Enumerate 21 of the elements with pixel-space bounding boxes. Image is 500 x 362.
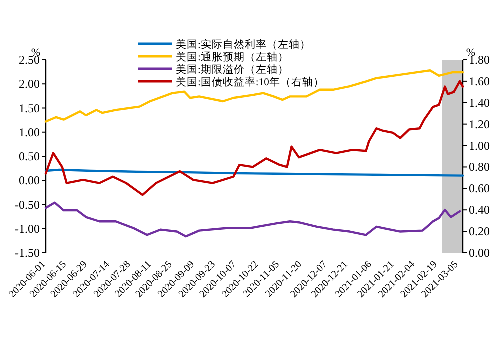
y2-tick-label: 0.00 <box>469 246 490 260</box>
legend-label: 美国:国债收益率:10年（右轴） <box>176 76 324 88</box>
y-tick-label: 1.50 <box>19 101 40 116</box>
y2-tick-label: 0.20 <box>469 224 490 239</box>
y-tick-label: 0.00 <box>19 174 40 188</box>
y-tick-label: 0.50 <box>19 150 40 164</box>
y2-tick-label: 0.60 <box>469 182 490 196</box>
legend-label: 美国:实际自然利率（左轴） <box>176 38 311 51</box>
y-tick-label: -1.50 <box>15 246 40 260</box>
y-tick-label: -1.00 <box>15 222 40 236</box>
legend-label: 美国:通胀预期（左轴） <box>176 50 289 64</box>
y2-tick-label: 1.40 <box>469 96 490 110</box>
y-tick-label: 1.00 <box>19 125 40 140</box>
y2-tick-label: 1.60 <box>469 74 490 88</box>
y-tick-label: -0.50 <box>15 198 40 212</box>
y2-tick-label: 0.80 <box>469 160 490 174</box>
legend-label: 美国:期限溢价（左轴） <box>176 63 289 76</box>
y2-tick-label: 0.40 <box>469 203 490 218</box>
y2-tick-label: 1.20 <box>469 117 490 132</box>
y-tick-label: 2.00 <box>19 77 40 92</box>
y2-tick-label: 1.00 <box>469 138 490 153</box>
